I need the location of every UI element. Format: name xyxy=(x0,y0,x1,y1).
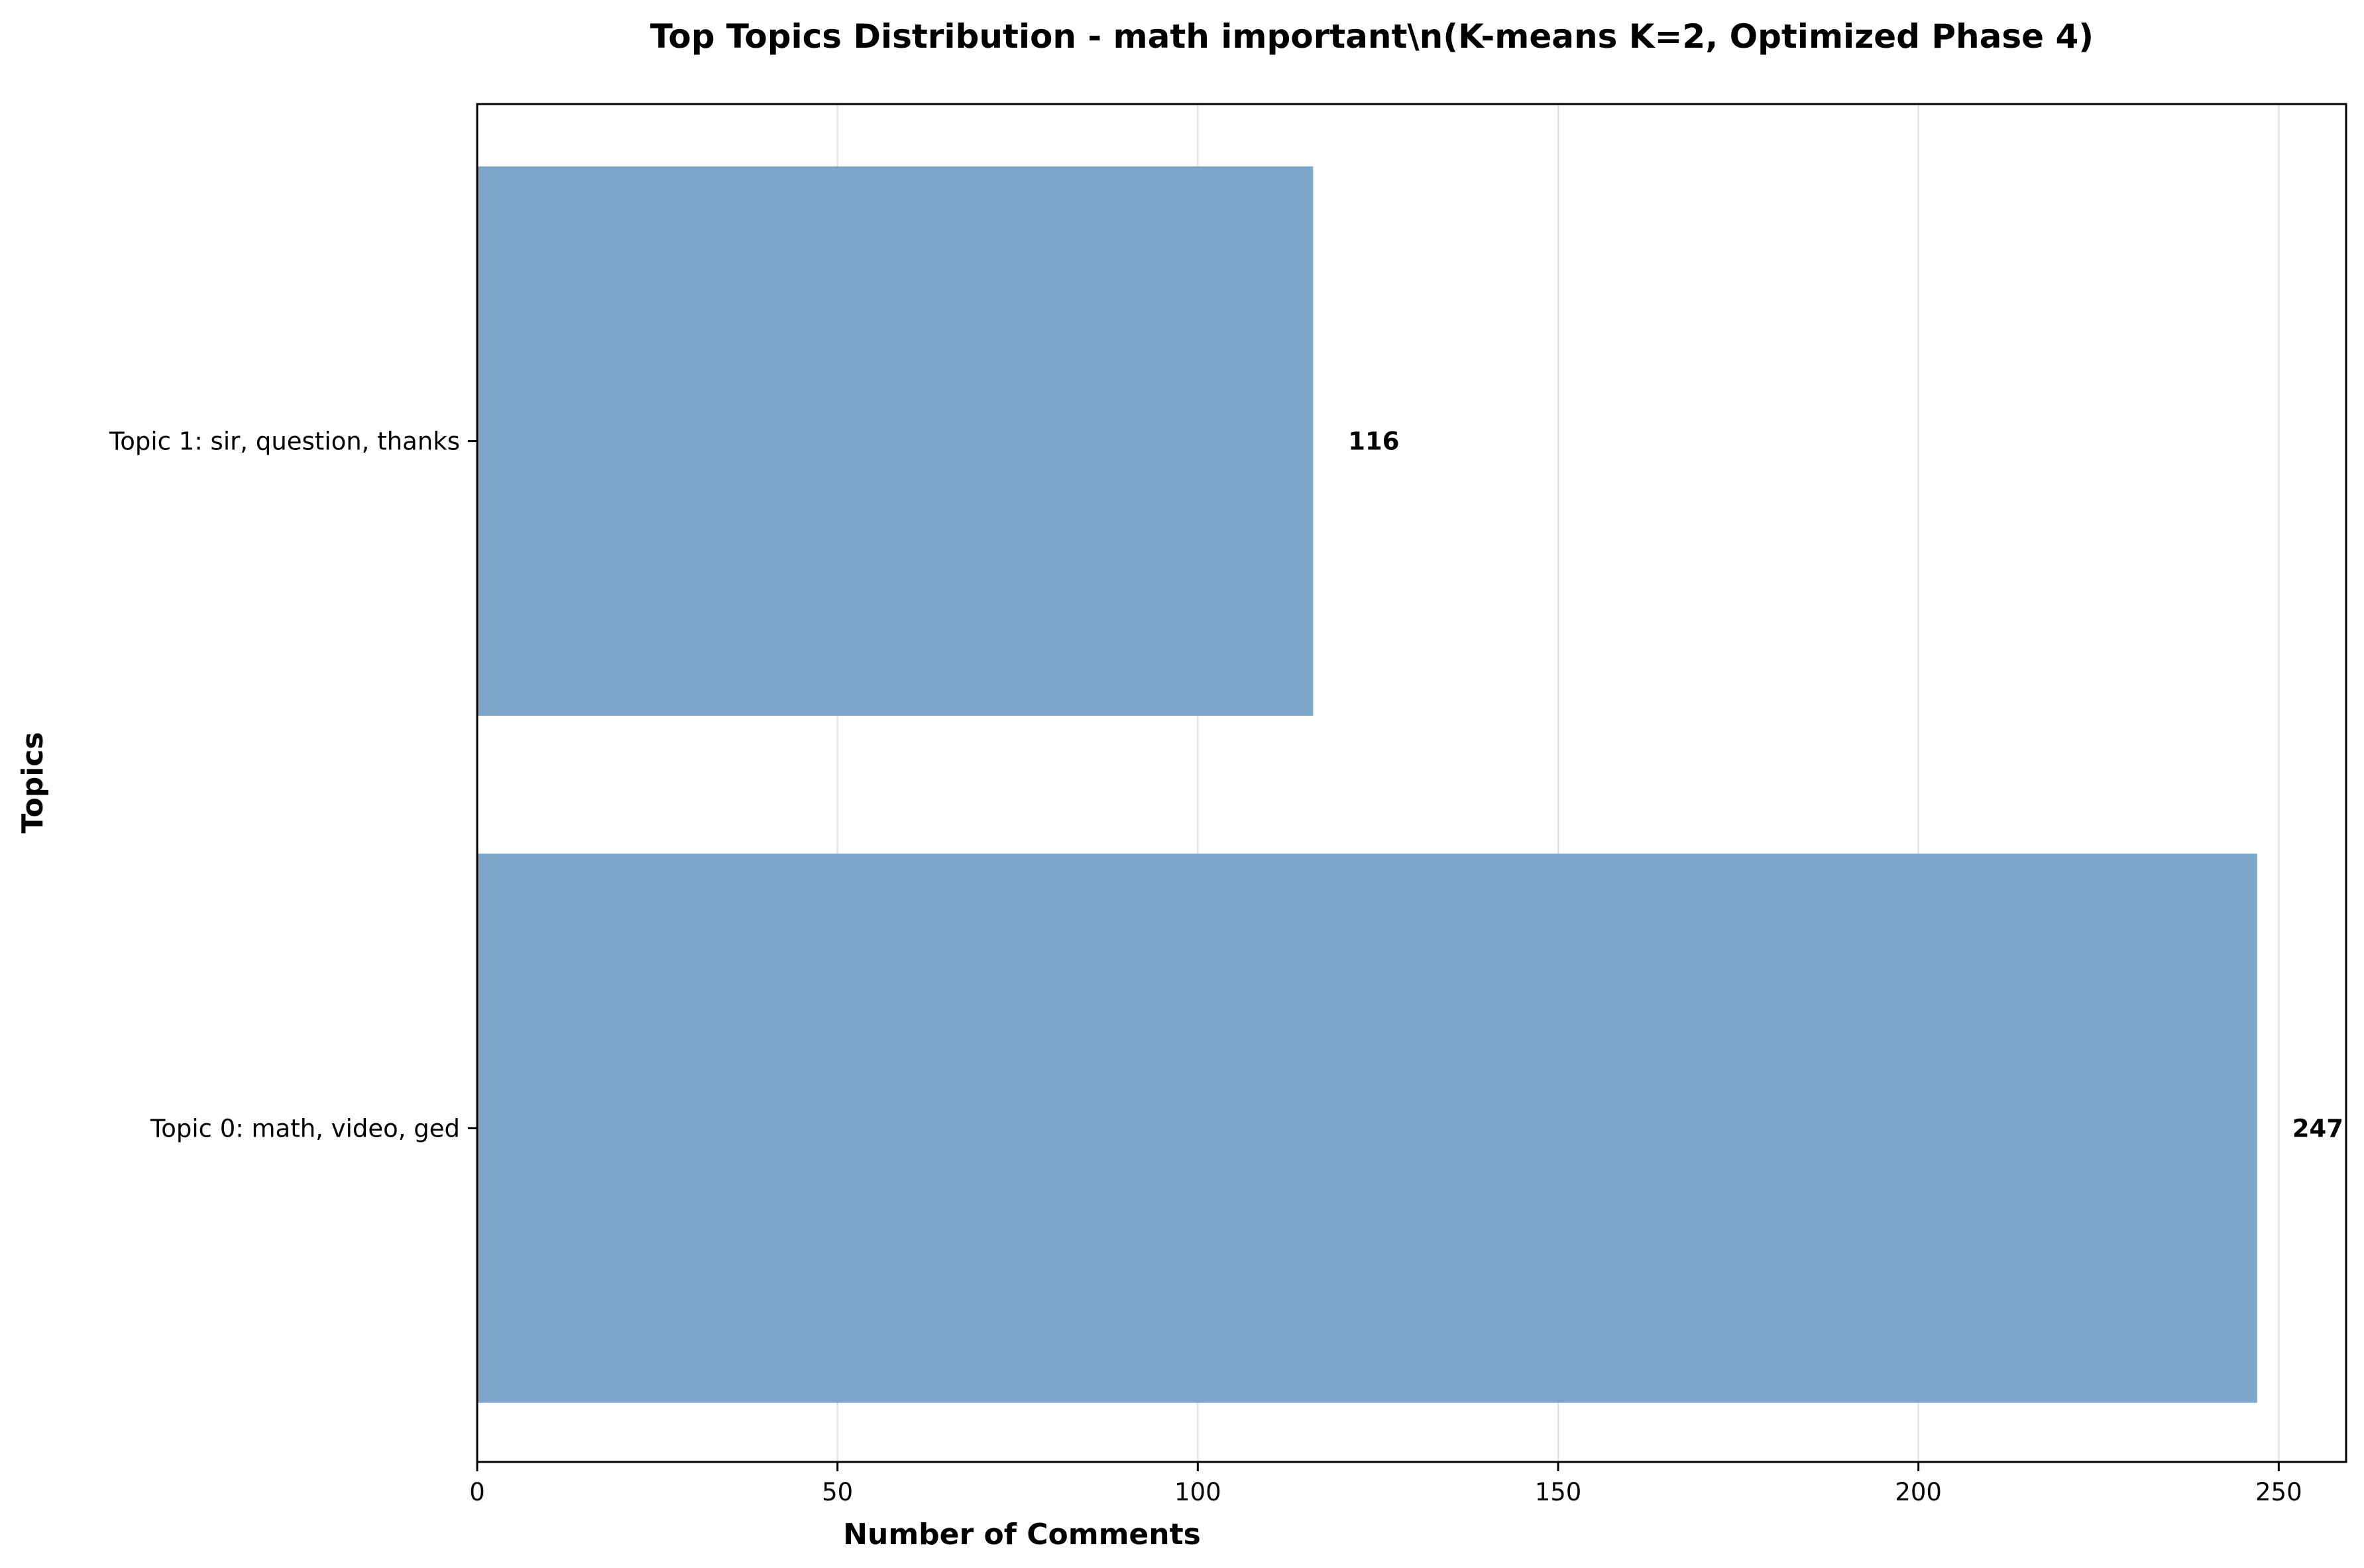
bar xyxy=(477,166,1314,716)
x-tick-label: 100 xyxy=(1174,1478,1221,1506)
bar-value-label: 116 xyxy=(1348,427,1399,456)
plot-frame xyxy=(476,103,2347,1463)
x-axis-label: Number of Comments xyxy=(843,1518,1201,1551)
chart-title: Top Topics Distribution - math important… xyxy=(650,17,2094,56)
y-tick-label: Topic 1: sir, question, thanks xyxy=(109,427,460,456)
bars xyxy=(477,166,2257,1403)
y-axis-ticks: Topic 0: math, video, ged Topic 1: sir, q… xyxy=(109,427,477,1143)
y-tick-label: Topic 0: math, video, ged xyxy=(150,1114,460,1143)
x-tick-label: 0 xyxy=(469,1478,485,1506)
data-labels: 247 116 xyxy=(1348,427,2343,1143)
y-axis-label: Topics xyxy=(16,732,50,833)
x-axis-ticks: 0 50 100 150 200 250 xyxy=(469,1462,2302,1506)
x-tick-label: 50 xyxy=(822,1478,853,1506)
x-tick-label: 200 xyxy=(1895,1478,1942,1506)
x-tick-label: 250 xyxy=(2255,1478,2302,1506)
bar-value-label: 247 xyxy=(2292,1114,2343,1143)
x-tick-label: 150 xyxy=(1535,1478,1582,1506)
bar xyxy=(477,853,2257,1403)
